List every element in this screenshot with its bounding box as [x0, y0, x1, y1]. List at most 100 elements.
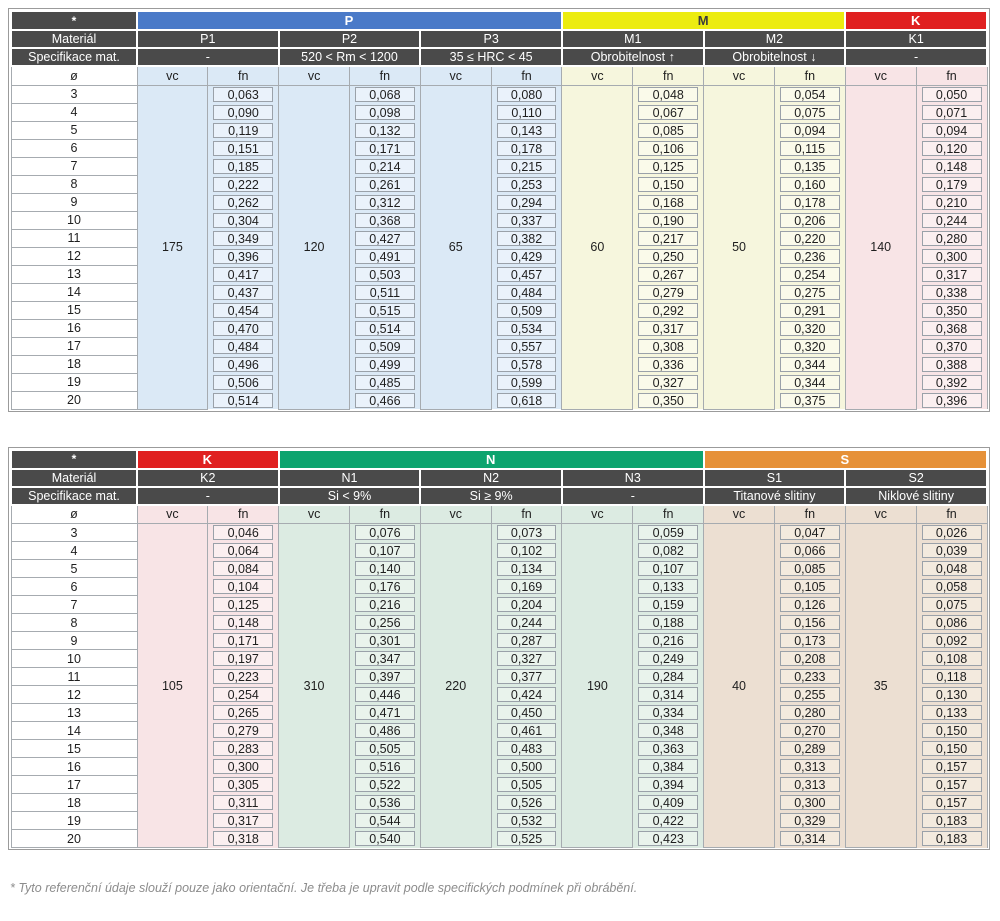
- fn-value: 0,505: [496, 777, 557, 792]
- fn-value-cell-P3: 0,484: [490, 283, 563, 301]
- fn-value-cell-N2: 0,073: [490, 523, 563, 542]
- fn-value: 0,068: [354, 86, 415, 102]
- group-band-K: K: [136, 448, 280, 470]
- fn-value: 0,509: [354, 338, 415, 354]
- fn-value-cell-P3: 0,382: [490, 229, 563, 247]
- fn-value-cell-P3: 0,253: [490, 175, 563, 193]
- fn-value-cell-K2: 0,125: [207, 595, 280, 614]
- fn-value: 0,312: [354, 194, 415, 210]
- diameter-cell: 11: [10, 667, 138, 686]
- fn-value-cell-N1: 0,140: [348, 559, 421, 578]
- fn-value-cell-P2: 0,068: [348, 85, 421, 103]
- fn-value-cell-S2: 0,157: [915, 793, 988, 812]
- diameter-cell: 5: [10, 559, 138, 578]
- fn-value: 0,073: [496, 525, 557, 541]
- material-header-M2: M2: [702, 29, 847, 49]
- fn-value: 0,363: [638, 741, 699, 756]
- table-row: 14 0,437 0,511 0,484 0,279 0,275 0,338: [10, 282, 988, 302]
- vc-header-S1: vc: [703, 504, 775, 524]
- table-row: 10 0,304 0,368 0,337 0,190 0,206 0,244: [10, 210, 988, 230]
- table-row: 3 175 0,063 120 0,068 65 0,080 60 0,048 50 0,054 14…: [10, 84, 988, 410]
- fn-value: 0,557: [496, 338, 557, 354]
- spec-row-label: Specifikace mat.: [10, 47, 138, 67]
- fn-value: 0,499: [354, 356, 415, 372]
- fn-value: 0,244: [496, 615, 557, 630]
- fn-value: 0,075: [921, 597, 982, 612]
- table-row: 18 0,496 0,499 0,578 0,336 0,344 0,388: [10, 354, 988, 374]
- fn-value-cell-P3: 0,143: [490, 121, 563, 139]
- material-row-label: Materiál: [10, 467, 138, 488]
- table-row: 7 0,125 0,216 0,204 0,159 0,126 0,075: [10, 595, 988, 614]
- fn-value-cell-M1: 0,106: [632, 139, 705, 157]
- spec-P2: 520 < Rm < 1200: [277, 47, 422, 67]
- fn-value: 0,094: [921, 122, 982, 138]
- fn-value: 0,368: [921, 320, 982, 336]
- fn-value-cell-K1: 0,300: [915, 247, 988, 265]
- fn-value: 0,317: [638, 320, 699, 336]
- fn-value: 0,261: [354, 176, 415, 192]
- fn-value: 0,308: [638, 338, 699, 354]
- table-row: 15 0,454 0,515 0,509 0,292 0,291 0,350: [10, 300, 988, 320]
- fn-value-cell-N3: 0,334: [632, 703, 705, 722]
- fn-value: 0,317: [213, 813, 274, 828]
- table-row: 5 0,084 0,140 0,134 0,107 0,085 0,048: [10, 559, 988, 578]
- fn-value: 0,417: [213, 266, 274, 282]
- fn-value: 0,216: [354, 597, 415, 612]
- fn-value: 0,120: [921, 140, 982, 156]
- fn-value-cell-S1: 0,047: [773, 523, 846, 542]
- fn-header-S2: fn: [915, 504, 988, 524]
- fn-value: 0,134: [496, 561, 557, 576]
- fn-value: 0,178: [779, 194, 840, 210]
- fn-value-cell-S2: 0,150: [915, 739, 988, 758]
- fn-value: 0,090: [213, 104, 274, 120]
- fn-value-cell-P1: 0,063: [207, 85, 280, 103]
- diameter-cell: 18: [10, 354, 138, 374]
- spec-N2: Si ≥ 9%: [419, 485, 563, 506]
- fn-value: 0,173: [779, 633, 840, 648]
- fn-value-cell-P3: 0,618: [490, 391, 563, 409]
- vc-header-K2: vc: [136, 504, 209, 524]
- fn-value: 0,370: [921, 338, 982, 354]
- fn-value-cell-P1: 0,119: [207, 121, 280, 139]
- fn-value: 0,511: [354, 284, 415, 300]
- fn-value: 0,178: [496, 140, 557, 156]
- table-row: 3 105 0,046 310 0,076 220 0,073 190 0,059 40 0,047…: [10, 523, 988, 848]
- fn-value-cell-K1: 0,317: [915, 265, 988, 283]
- vc-value-M1: 60: [561, 84, 634, 410]
- fn-value: 0,506: [213, 374, 274, 390]
- fn-value-cell-M1: 0,336: [632, 355, 705, 373]
- table-row: 6 0,151 0,171 0,178 0,106 0,115 0,120: [10, 138, 988, 158]
- diameter-cell: 19: [10, 372, 138, 392]
- diameter-cell: 15: [10, 300, 138, 320]
- fn-value: 0,450: [496, 705, 557, 720]
- fn-value: 0,217: [638, 230, 699, 246]
- fn-value: 0,509: [496, 302, 557, 318]
- table-row: 10 0,197 0,347 0,327 0,249 0,208 0,108: [10, 649, 988, 668]
- fn-value-cell-P1: 0,417: [207, 265, 280, 283]
- fn-value: 0,301: [354, 633, 415, 648]
- fn-header-M2: fn: [773, 65, 846, 86]
- table-row: 8 0,222 0,261 0,253 0,150 0,160 0,179: [10, 174, 988, 194]
- diameter-cell: 20: [10, 829, 138, 848]
- diameter-cell: 10: [10, 649, 138, 668]
- fn-value-cell-N3: 0,059: [632, 523, 705, 542]
- fn-value-cell-M2: 0,344: [773, 355, 846, 373]
- material-header-K1: K1: [844, 29, 988, 49]
- fn-value-cell-P2: 0,261: [348, 175, 421, 193]
- fn-value-cell-P3: 0,294: [490, 193, 563, 211]
- fn-value-cell-M2: 0,054: [773, 85, 846, 103]
- fn-value-cell-S1: 0,300: [773, 793, 846, 812]
- fn-value: 0,110: [496, 104, 557, 120]
- vc-header-M2: vc: [703, 65, 775, 86]
- fn-value-cell-N2: 0,505: [490, 775, 563, 794]
- fn-value: 0,486: [354, 723, 415, 738]
- table-row: 15 0,283 0,505 0,483 0,363 0,289 0,150: [10, 739, 988, 758]
- cutting-table-2: * K N S Materiál K2 N1 N2 N3 S1 S2 Specifikace mat.…: [10, 448, 989, 848]
- diameter-cell: 13: [10, 703, 138, 722]
- fn-value-cell-P3: 0,534: [490, 319, 563, 337]
- vc-header-S2: vc: [844, 504, 917, 524]
- fn-value: 0,105: [779, 579, 840, 594]
- fn-value: 0,039: [921, 543, 982, 558]
- fn-value: 0,126: [779, 597, 840, 612]
- fn-value-cell-N3: 0,159: [632, 595, 705, 614]
